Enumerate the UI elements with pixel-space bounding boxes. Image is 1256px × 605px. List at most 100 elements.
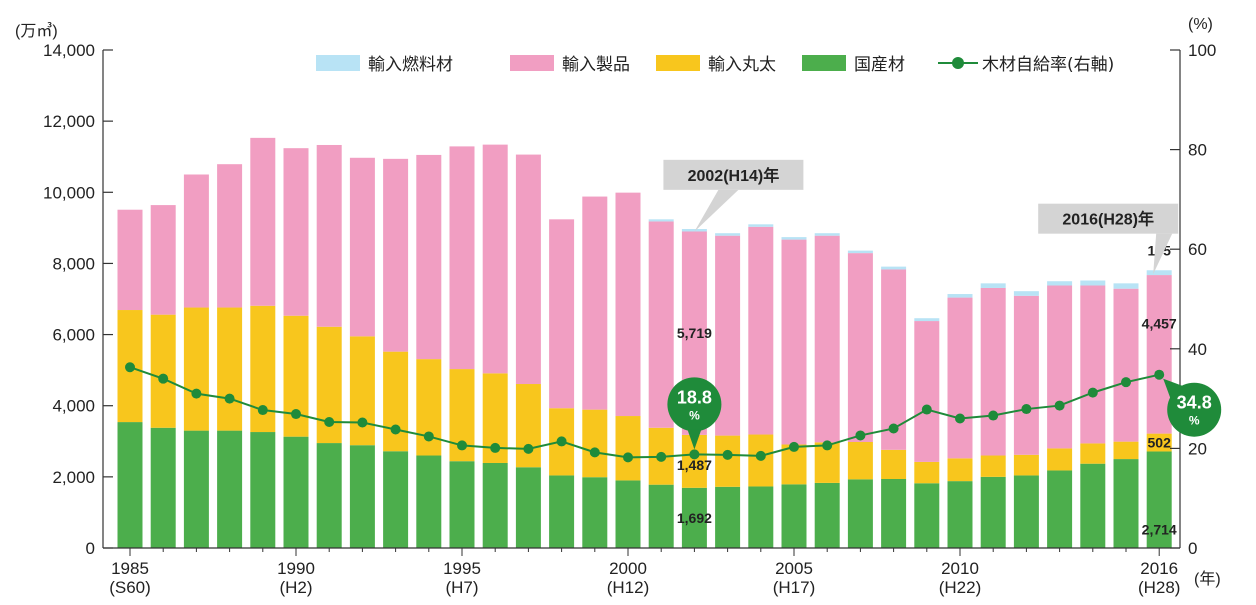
bar-segment bbox=[150, 314, 176, 428]
bar-segment bbox=[1080, 285, 1106, 444]
bar-segment bbox=[881, 449, 907, 479]
rate-badge bbox=[1167, 382, 1222, 437]
self-sufficiency-point bbox=[1121, 377, 1131, 388]
bar-segment bbox=[980, 283, 1006, 288]
bar-segment bbox=[515, 467, 541, 548]
self-sufficiency-point bbox=[125, 362, 135, 373]
bar-segment bbox=[217, 307, 243, 431]
bar-segment bbox=[648, 221, 674, 428]
self-sufficiency-point bbox=[1154, 369, 1165, 380]
bar-segment bbox=[515, 154, 541, 385]
x-tick-year: 2000 bbox=[609, 559, 647, 578]
legend-swatch bbox=[316, 55, 360, 71]
bar-segment bbox=[781, 239, 807, 445]
bar-segment bbox=[847, 253, 873, 442]
y-tick-label: 14,000 bbox=[43, 41, 95, 60]
bar-segment bbox=[416, 154, 442, 360]
data-label: 1,692 bbox=[677, 510, 712, 526]
bar-segment bbox=[681, 228, 707, 232]
x-tick-year: 2005 bbox=[775, 559, 813, 578]
bar-segment bbox=[183, 307, 209, 431]
y-tick-label: 2,000 bbox=[52, 468, 95, 487]
x-tick-era: (S60) bbox=[109, 578, 151, 597]
x-tick-era: (H12) bbox=[607, 578, 650, 597]
callouts-layer: 2002(H14)年 18.8% 2016(H28)年 34.8% bbox=[663, 159, 1222, 450]
bar-segment bbox=[1080, 443, 1106, 464]
y-axis-unit: (万㎥) bbox=[15, 22, 58, 40]
self-sufficiency-point bbox=[1087, 387, 1098, 398]
bar-segment bbox=[1013, 291, 1039, 296]
rate-badge-pointer bbox=[1163, 378, 1183, 398]
callout-pointer bbox=[1153, 233, 1173, 275]
bar-segment bbox=[316, 443, 342, 548]
bar-segment bbox=[515, 384, 541, 468]
y2-axis-unit: (%) bbox=[1188, 16, 1213, 33]
bar-segment bbox=[847, 441, 873, 480]
bar-segment bbox=[117, 209, 143, 311]
y2-tick-label: 0 bbox=[1188, 539, 1197, 558]
y2-tick-label: 60 bbox=[1188, 240, 1207, 259]
self-sufficiency-point bbox=[556, 436, 567, 447]
bar-segment bbox=[648, 484, 674, 548]
bar-segment bbox=[814, 235, 840, 443]
bar-segment bbox=[1013, 295, 1039, 455]
self-sufficiency-point bbox=[1054, 400, 1065, 411]
bar-segment bbox=[383, 158, 409, 352]
bar-segment bbox=[748, 224, 774, 227]
self-sufficiency-point bbox=[921, 404, 932, 415]
y-tick-label: 4,000 bbox=[52, 397, 95, 416]
rate-badge-unit: % bbox=[1189, 414, 1200, 428]
bar-segment bbox=[1080, 280, 1106, 286]
bar-segment bbox=[947, 458, 973, 482]
self-sufficiency-point bbox=[656, 451, 667, 462]
legend-swatch bbox=[656, 55, 700, 71]
bar-segment bbox=[482, 462, 508, 548]
self-sufficiency-point bbox=[822, 440, 833, 451]
data-label: 4,457 bbox=[1142, 316, 1177, 332]
self-sufficiency-point bbox=[988, 410, 999, 421]
bar-segment bbox=[1146, 433, 1172, 452]
legend-label: 国産材 bbox=[854, 55, 905, 75]
bar-segment bbox=[250, 432, 276, 548]
bars-layer bbox=[117, 137, 1172, 548]
callout-text: 2002(H14)年 bbox=[688, 166, 780, 185]
self-sufficiency-point bbox=[357, 417, 368, 428]
bar-segment bbox=[980, 476, 1006, 548]
bar-segment bbox=[1113, 283, 1139, 289]
legend: 輸入燃料材 輸入製品 輸入丸太 国産材 木材自給率(右軸) bbox=[316, 55, 1114, 75]
self-sufficiency-point bbox=[423, 431, 434, 442]
x-tick-year: 1995 bbox=[443, 559, 481, 578]
bar-segment bbox=[183, 430, 209, 548]
bar-segment bbox=[582, 477, 608, 548]
callout-text: 2016(H28)年 bbox=[1062, 210, 1154, 229]
bar-segment bbox=[980, 455, 1006, 477]
rate-badge-unit: % bbox=[689, 408, 700, 422]
x-tick-era: (H17) bbox=[773, 578, 816, 597]
bar-segment bbox=[615, 480, 641, 548]
y-tick-label: 12,000 bbox=[43, 112, 95, 131]
bar-segment bbox=[715, 233, 741, 236]
bar-segment bbox=[881, 478, 907, 548]
self-sufficiency-point bbox=[689, 449, 700, 460]
x-tick-year: 1990 bbox=[277, 559, 315, 578]
bar-segment bbox=[1047, 470, 1073, 548]
bar-segment bbox=[1047, 448, 1073, 471]
y2-tick-label: 20 bbox=[1188, 439, 1207, 458]
data-label: 2,714 bbox=[1142, 522, 1177, 538]
self-sufficiency-point bbox=[855, 430, 866, 441]
bar-segment bbox=[150, 427, 176, 548]
rate-badge bbox=[667, 377, 722, 432]
bar-segment bbox=[881, 269, 907, 450]
callout-box bbox=[663, 159, 804, 190]
bar-segment bbox=[349, 445, 375, 548]
bar-segment bbox=[283, 148, 309, 316]
legend-line-marker bbox=[952, 57, 964, 69]
x-tick-era: (H28) bbox=[1138, 578, 1181, 597]
bar-segment bbox=[449, 461, 475, 548]
bar-segment bbox=[1113, 441, 1139, 460]
self-sufficiency-line-layer bbox=[125, 362, 1165, 463]
legend-label: 木材自給率(右軸) bbox=[982, 55, 1114, 75]
bar-segment bbox=[482, 144, 508, 374]
